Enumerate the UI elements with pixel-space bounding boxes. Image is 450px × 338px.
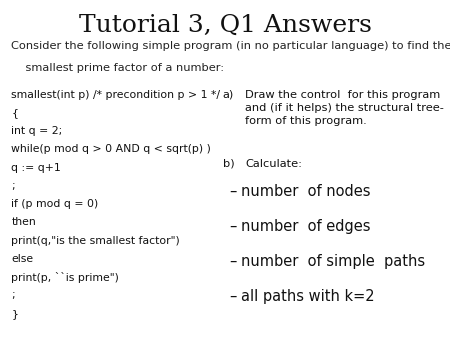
Text: q := q+1: q := q+1 [11, 163, 61, 173]
Text: smallest(int p) /* precondition p > 1 */: smallest(int p) /* precondition p > 1 */ [11, 90, 220, 100]
Text: –: – [230, 184, 237, 199]
Text: –: – [230, 254, 237, 269]
Text: b): b) [223, 159, 234, 169]
Text: else: else [11, 254, 33, 264]
Text: print(p, ``is prime"): print(p, ``is prime") [11, 272, 119, 283]
Text: while(p mod q > 0 AND q < sqrt(p) ): while(p mod q > 0 AND q < sqrt(p) ) [11, 144, 211, 154]
Text: all paths with k=2: all paths with k=2 [241, 289, 374, 304]
Text: print(q,"is the smallest factor"): print(q,"is the smallest factor") [11, 236, 180, 246]
Text: Calculate:: Calculate: [245, 159, 302, 169]
Text: –: – [230, 219, 237, 234]
Text: number  of nodes: number of nodes [241, 184, 370, 199]
Text: ;: ; [11, 181, 15, 191]
Text: }: } [11, 309, 18, 319]
Text: Consider the following simple program (in no particular language) to find the: Consider the following simple program (i… [11, 41, 450, 51]
Text: if (p mod q = 0): if (p mod q = 0) [11, 199, 99, 209]
Text: then: then [11, 217, 36, 227]
Text: ;: ; [11, 290, 15, 300]
Text: int q = 2;: int q = 2; [11, 126, 63, 136]
Text: {: { [11, 108, 18, 118]
Text: a): a) [223, 90, 234, 100]
Text: –: – [230, 289, 237, 304]
Text: number  of edges: number of edges [241, 219, 370, 234]
Text: Tutorial 3, Q1 Answers: Tutorial 3, Q1 Answers [79, 14, 371, 37]
Text: number  of simple  paths: number of simple paths [241, 254, 425, 269]
Text: smallest prime factor of a number:: smallest prime factor of a number: [11, 63, 225, 73]
Text: Draw the control  for this program
and (if it helps) the structural tree-
form o: Draw the control for this program and (i… [245, 90, 444, 126]
